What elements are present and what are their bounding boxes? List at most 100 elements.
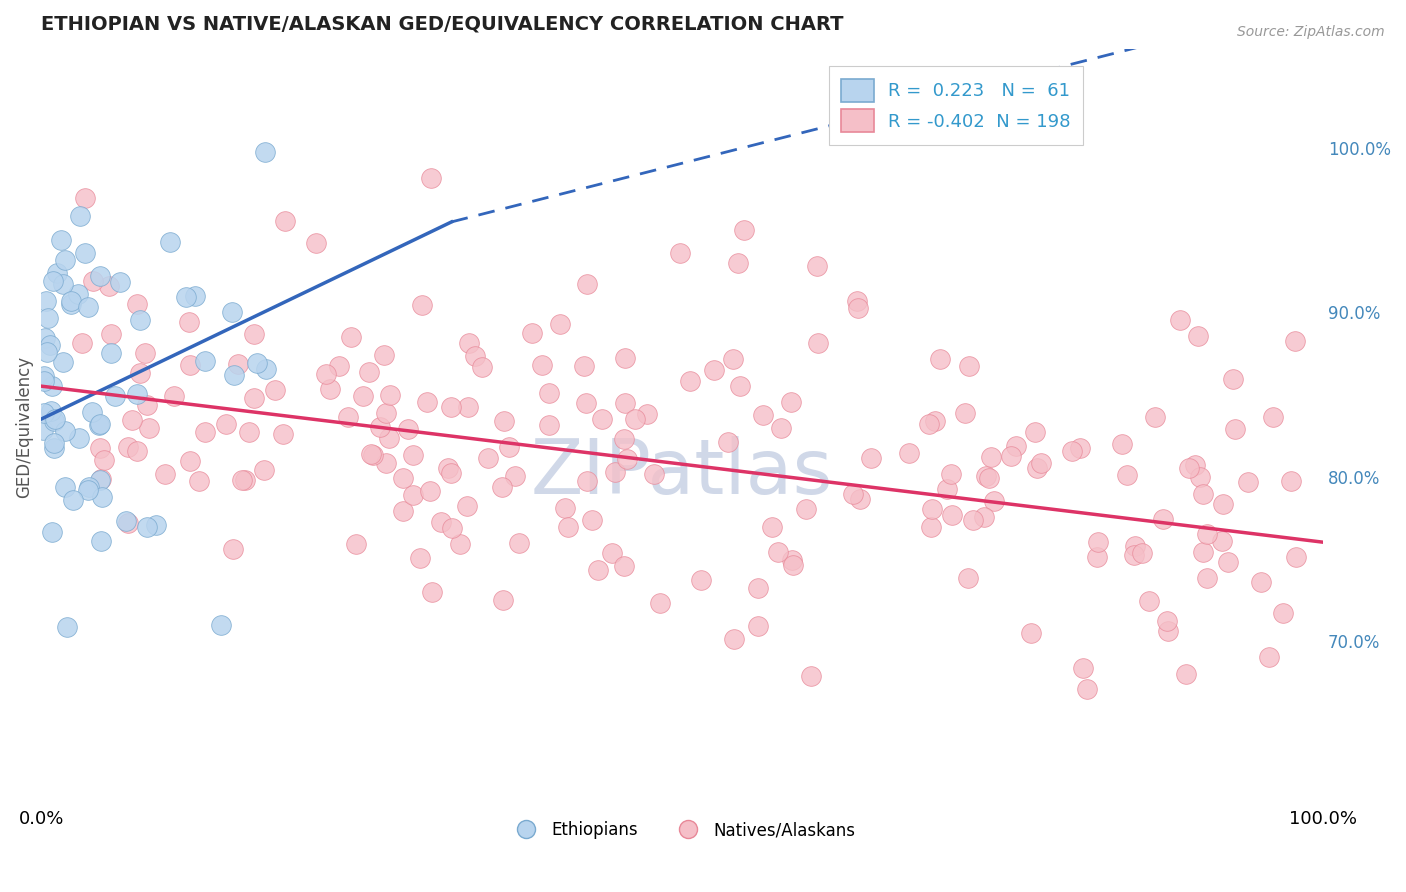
Ethiopians bbox=[254, 362, 277, 376]
Natives/Alaskans bbox=[179, 358, 201, 372]
Natives/Alaskans bbox=[727, 256, 749, 270]
Ethiopians bbox=[221, 305, 243, 319]
Natives/Alaskans bbox=[1223, 422, 1246, 436]
Natives/Alaskans bbox=[319, 382, 342, 396]
Natives/Alaskans bbox=[977, 471, 1000, 485]
Natives/Alaskans bbox=[1152, 511, 1174, 525]
Natives/Alaskans bbox=[591, 412, 613, 426]
Ethiopians bbox=[100, 346, 122, 360]
Natives/Alaskans bbox=[723, 632, 745, 647]
Ethiopians bbox=[45, 266, 67, 280]
Natives/Alaskans bbox=[228, 357, 250, 371]
Natives/Alaskans bbox=[846, 301, 869, 316]
Natives/Alaskans bbox=[194, 425, 217, 439]
Ethiopians bbox=[62, 493, 84, 508]
Natives/Alaskans bbox=[936, 482, 959, 496]
Natives/Alaskans bbox=[134, 345, 156, 359]
Natives/Alaskans bbox=[574, 359, 596, 373]
Natives/Alaskans bbox=[98, 279, 121, 293]
Ethiopians bbox=[77, 480, 100, 494]
Natives/Alaskans bbox=[1285, 549, 1308, 564]
Natives/Alaskans bbox=[1187, 329, 1209, 343]
Ethiopians bbox=[80, 405, 103, 419]
Natives/Alaskans bbox=[897, 445, 920, 459]
Ethiopians bbox=[194, 354, 217, 368]
Natives/Alaskans bbox=[243, 326, 266, 341]
Natives/Alaskans bbox=[340, 330, 363, 344]
Ethiopians bbox=[49, 233, 72, 247]
Natives/Alaskans bbox=[1024, 425, 1046, 439]
Natives/Alaskans bbox=[357, 365, 380, 379]
Natives/Alaskans bbox=[1258, 649, 1281, 664]
Natives/Alaskans bbox=[548, 317, 571, 331]
Natives/Alaskans bbox=[1071, 661, 1094, 675]
Natives/Alaskans bbox=[1192, 545, 1215, 559]
Natives/Alaskans bbox=[492, 415, 515, 429]
Natives/Alaskans bbox=[1250, 574, 1272, 589]
Natives/Alaskans bbox=[392, 471, 415, 485]
Natives/Alaskans bbox=[457, 401, 479, 415]
Natives/Alaskans bbox=[163, 389, 186, 403]
Natives/Alaskans bbox=[929, 351, 952, 366]
Natives/Alaskans bbox=[138, 421, 160, 435]
Natives/Alaskans bbox=[89, 442, 111, 456]
Natives/Alaskans bbox=[440, 521, 463, 535]
Ethiopians bbox=[52, 355, 75, 369]
Natives/Alaskans bbox=[616, 452, 638, 467]
Natives/Alaskans bbox=[127, 297, 149, 311]
Natives/Alaskans bbox=[703, 363, 725, 377]
Natives/Alaskans bbox=[770, 420, 793, 434]
Natives/Alaskans bbox=[177, 315, 200, 329]
Natives/Alaskans bbox=[780, 394, 803, 409]
Natives/Alaskans bbox=[373, 348, 395, 362]
Natives/Alaskans bbox=[440, 400, 463, 414]
Natives/Alaskans bbox=[1111, 437, 1133, 451]
Ethiopians bbox=[69, 209, 91, 223]
Natives/Alaskans bbox=[983, 494, 1005, 508]
Ethiopians bbox=[90, 534, 112, 549]
Ethiopians bbox=[89, 417, 111, 432]
Natives/Alaskans bbox=[962, 513, 984, 527]
Natives/Alaskans bbox=[82, 274, 104, 288]
Ethiopians bbox=[89, 268, 111, 283]
Natives/Alaskans bbox=[93, 453, 115, 467]
Natives/Alaskans bbox=[794, 502, 817, 516]
Natives/Alaskans bbox=[1137, 594, 1160, 608]
Natives/Alaskans bbox=[920, 520, 942, 534]
Natives/Alaskans bbox=[575, 396, 598, 410]
Natives/Alaskans bbox=[849, 491, 872, 506]
Natives/Alaskans bbox=[1271, 607, 1294, 621]
Ethiopians bbox=[89, 473, 111, 487]
Natives/Alaskans bbox=[1216, 555, 1239, 569]
Ethiopians bbox=[52, 277, 75, 292]
Natives/Alaskans bbox=[396, 422, 419, 436]
Text: ZIPatlas: ZIPatlas bbox=[531, 435, 834, 509]
Ethiopians bbox=[59, 294, 82, 309]
Natives/Alaskans bbox=[941, 467, 963, 482]
Ethiopians bbox=[38, 338, 60, 352]
Natives/Alaskans bbox=[576, 474, 599, 488]
Natives/Alaskans bbox=[73, 191, 96, 205]
Natives/Alaskans bbox=[1284, 334, 1306, 349]
Natives/Alaskans bbox=[1279, 475, 1302, 489]
Ethiopians bbox=[246, 356, 269, 370]
Natives/Alaskans bbox=[1211, 533, 1233, 548]
Ethiopians bbox=[53, 424, 76, 438]
Natives/Alaskans bbox=[430, 515, 453, 529]
Ethiopians bbox=[67, 431, 90, 445]
Natives/Alaskans bbox=[121, 413, 143, 427]
Natives/Alaskans bbox=[717, 434, 740, 449]
Natives/Alaskans bbox=[1029, 456, 1052, 470]
Natives/Alaskans bbox=[125, 444, 148, 458]
Ethiopians bbox=[44, 436, 66, 450]
Natives/Alaskans bbox=[352, 389, 374, 403]
Ethiopians bbox=[110, 275, 132, 289]
Natives/Alaskans bbox=[859, 450, 882, 465]
Natives/Alaskans bbox=[721, 351, 744, 366]
Natives/Alaskans bbox=[807, 336, 830, 351]
Natives/Alaskans bbox=[554, 501, 576, 516]
Ethiopians bbox=[60, 296, 83, 310]
Natives/Alaskans bbox=[1025, 461, 1047, 475]
Natives/Alaskans bbox=[941, 508, 963, 522]
Natives/Alaskans bbox=[782, 558, 804, 573]
